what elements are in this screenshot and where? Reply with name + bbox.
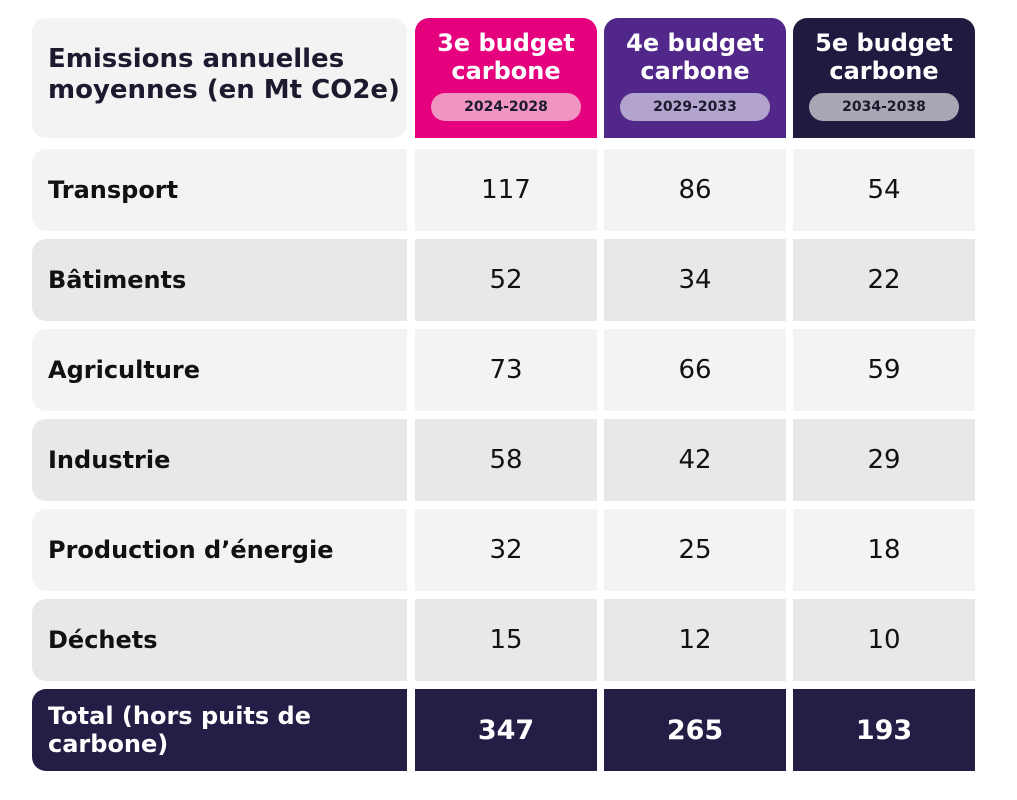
row-label-transport: Transport: [32, 149, 407, 231]
column-header-title: 3e budget carbone: [415, 29, 597, 85]
table-title-cell: Emissions annuelles moyennes (en Mt CO2e…: [32, 18, 407, 138]
column-header-title: 5e budget carbone: [793, 29, 975, 85]
period-badge: 2034-2038: [809, 93, 959, 121]
column-name: 4e budget carbone: [626, 29, 764, 85]
column-header-title: 4e budget carbone: [604, 29, 786, 85]
column-header-3e-budget: 3e budget carbone 2024-2028: [415, 18, 597, 138]
table-cell: 58: [415, 419, 597, 501]
table-cell: 18: [793, 509, 975, 591]
table-cell: 42: [604, 419, 786, 501]
table-cell: 86: [604, 149, 786, 231]
table-cell: 54: [793, 149, 975, 231]
table-cell: 12: [604, 599, 786, 681]
table-cell: 32: [415, 509, 597, 591]
row-label-production-energie: Production d’énergie: [32, 509, 407, 591]
table-cell: 25: [604, 509, 786, 591]
table-cell: 29: [793, 419, 975, 501]
table-cell: 34: [604, 239, 786, 321]
table-cell: 66: [604, 329, 786, 411]
total-label-line-1: Total (hors puits de: [48, 702, 312, 730]
total-label-line-2: carbone): [48, 730, 169, 758]
total-cell: 265: [604, 689, 786, 771]
table-cell: 73: [415, 329, 597, 411]
row-label-agriculture: Agriculture: [32, 329, 407, 411]
column-header-4e-budget: 4e budget carbone 2029-2033: [604, 18, 786, 138]
table-title-line-1: Emissions annuelles: [48, 44, 345, 74]
table-cell: 22: [793, 239, 975, 321]
table-cell: 117: [415, 149, 597, 231]
table-cell: 59: [793, 329, 975, 411]
table-cell: 10: [793, 599, 975, 681]
column-name: 5e budget carbone: [815, 29, 953, 85]
period-badge: 2024-2028: [431, 93, 581, 121]
row-label-dechets: Déchets: [32, 599, 407, 681]
column-name: 3e budget carbone: [437, 29, 575, 85]
table-cell: 52: [415, 239, 597, 321]
total-cell: 193: [793, 689, 975, 771]
row-label-batiments: Bâtiments: [32, 239, 407, 321]
row-label-industrie: Industrie: [32, 419, 407, 501]
column-header-5e-budget: 5e budget carbone 2034-2038: [793, 18, 975, 138]
table-cell: 15: [415, 599, 597, 681]
total-row-label: Total (hors puits de carbone): [32, 689, 407, 771]
table-title-line-2: moyennes (en Mt CO2e): [48, 75, 400, 105]
period-badge: 2029-2033: [620, 93, 770, 121]
total-cell: 347: [415, 689, 597, 771]
